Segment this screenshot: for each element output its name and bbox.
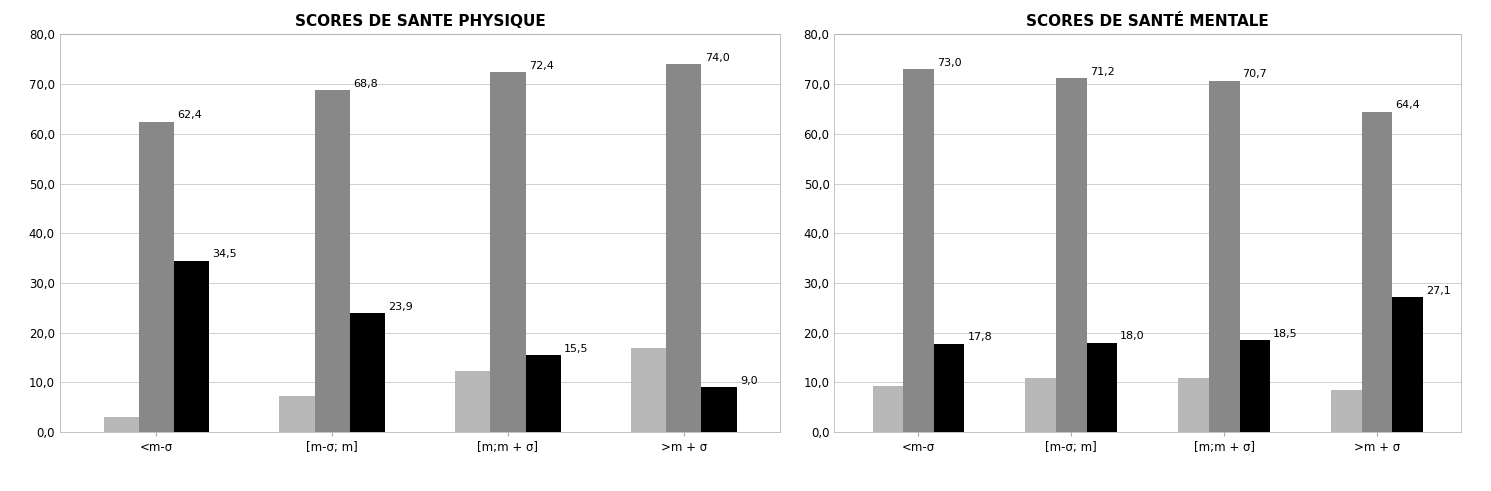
Bar	[1239, 340, 1270, 432]
Bar	[455, 371, 491, 432]
Text: 18,5: 18,5	[1273, 328, 1297, 339]
Bar	[904, 69, 933, 432]
Bar	[1361, 112, 1393, 432]
Text: 27,1: 27,1	[1425, 286, 1451, 296]
Text: 10,8: 10,8	[1059, 367, 1084, 377]
Bar	[872, 386, 904, 432]
Text: 12,2: 12,2	[494, 360, 519, 370]
Text: 7,3: 7,3	[318, 384, 335, 394]
Bar	[279, 396, 315, 432]
Bar	[1209, 81, 1239, 432]
Text: 3,1: 3,1	[142, 405, 160, 415]
Text: 64,4: 64,4	[1396, 101, 1421, 110]
Bar	[525, 355, 561, 432]
Bar	[666, 64, 701, 432]
Text: 70,7: 70,7	[1242, 69, 1267, 79]
Bar	[933, 344, 965, 432]
Text: 68,8: 68,8	[353, 79, 379, 88]
Text: 74,0: 74,0	[705, 53, 729, 63]
Text: 17,0: 17,0	[669, 336, 695, 346]
Title: SCORES DE SANTE PHYSIQUE: SCORES DE SANTE PHYSIQUE	[295, 14, 546, 29]
Bar	[315, 90, 350, 432]
Bar	[1178, 379, 1209, 432]
Bar	[139, 122, 174, 432]
Text: 15,5: 15,5	[564, 344, 589, 354]
Text: 18,0: 18,0	[1120, 331, 1145, 341]
Text: 23,9: 23,9	[389, 302, 413, 312]
Text: 9,0: 9,0	[740, 376, 757, 386]
Bar	[1056, 78, 1087, 432]
Bar	[1393, 298, 1422, 432]
Bar	[491, 72, 525, 432]
Text: 62,4: 62,4	[177, 110, 203, 120]
Text: 71,2: 71,2	[1090, 67, 1114, 77]
Bar	[631, 348, 666, 432]
Bar	[350, 313, 385, 432]
Bar	[1087, 343, 1117, 432]
Bar	[1331, 390, 1361, 432]
Bar	[1026, 379, 1056, 432]
Bar	[174, 261, 209, 432]
Title: SCORES DE SANTÉ MENTALE: SCORES DE SANTÉ MENTALE	[1026, 14, 1269, 29]
Text: 8,5: 8,5	[1364, 379, 1382, 388]
Text: 34,5: 34,5	[213, 249, 237, 259]
Bar	[701, 387, 737, 432]
Text: 72,4: 72,4	[529, 61, 555, 71]
Text: 17,8: 17,8	[968, 332, 992, 342]
Text: 9,2: 9,2	[907, 375, 924, 385]
Legend: 18-24 ans, 25-55 ans, 55-65 ans: 18-24 ans, 25-55 ans, 55-65 ans	[912, 155, 1026, 248]
Text: 10,8: 10,8	[1212, 367, 1236, 377]
Text: 73,0: 73,0	[936, 57, 962, 68]
Bar	[103, 417, 139, 432]
